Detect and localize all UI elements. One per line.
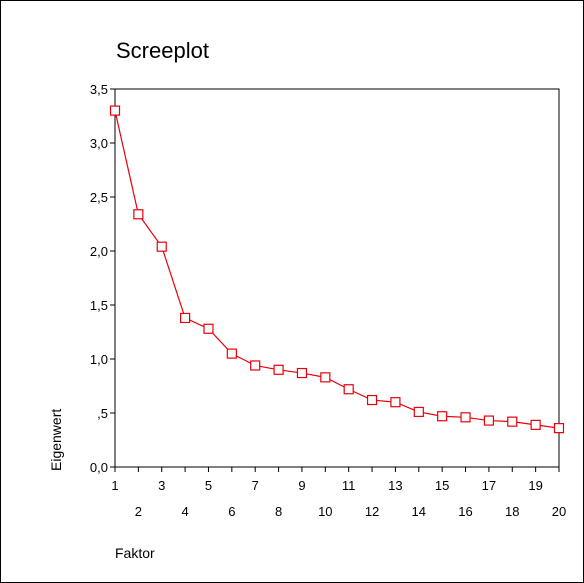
x-tick-label: 8 [275,504,282,519]
data-point [483,415,494,426]
x-tick-label: 2 [135,504,142,519]
y-tick-label: ,5 [97,406,108,421]
data-point [553,423,565,434]
y-tick-label: 2,5 [90,190,108,205]
y-tick-label: 3,5 [90,82,108,97]
y-tick-label: 0,0 [90,460,108,475]
x-tick-label: 5 [205,478,212,493]
y-tick-label: 2,0 [90,244,108,259]
data-point [390,397,401,408]
y-axis-label: Eigenwert [48,409,64,471]
data-point [530,419,541,430]
data-point [273,364,284,375]
chart-title: Screeplot [116,38,209,63]
data-point [437,411,448,422]
data-point [180,312,191,324]
x-tick-label: 17 [482,478,496,493]
x-axis: 1 3 5 7 9 11 13 15 17 192 4 6 8 10 12 14 16 18 20 [111,467,566,519]
x-tick-label: 10 [318,504,332,519]
data-point [343,384,354,395]
y-tick-label: 1,0 [90,352,108,367]
x-tick-label: 4 [181,504,188,519]
series-line [114,110,560,429]
series-eigenwert [109,105,565,434]
data-point [366,394,378,406]
data-point [133,209,144,220]
data-point [320,372,331,383]
data-point [250,360,261,371]
data-point [507,416,518,427]
x-tick-label: 11 [342,478,356,493]
data-point [296,367,308,379]
x-tick-label: 14 [412,504,426,519]
x-tick-label: 15 [435,478,449,493]
data-point [109,105,121,116]
x-tick-label: 6 [228,504,235,519]
data-point [460,412,471,423]
data-point [413,406,424,418]
y-tick-label: 1,5 [90,298,108,313]
x-tick-label: 1 [111,478,118,493]
data-point [226,348,237,359]
x-tick-label: 20 [552,504,566,519]
x-tick-label: 12 [365,504,379,519]
x-tick-label: 18 [505,504,519,519]
plot-area [114,88,560,468]
data-point [156,241,167,252]
data-point [203,323,214,334]
y-axis: 0,0 ,5 1,0 1,5 2,0 2,5 3,0 3,5 [90,82,115,475]
x-tick-label: 7 [252,478,259,493]
x-axis-label: Faktor [115,545,155,561]
x-tick-label: 19 [528,478,542,493]
x-tick-label: 3 [158,478,165,493]
x-tick-label: 16 [458,504,472,519]
x-tick-label: 9 [298,478,305,493]
x-tick-label: 13 [388,478,402,493]
y-tick-label: 3,0 [90,136,108,151]
